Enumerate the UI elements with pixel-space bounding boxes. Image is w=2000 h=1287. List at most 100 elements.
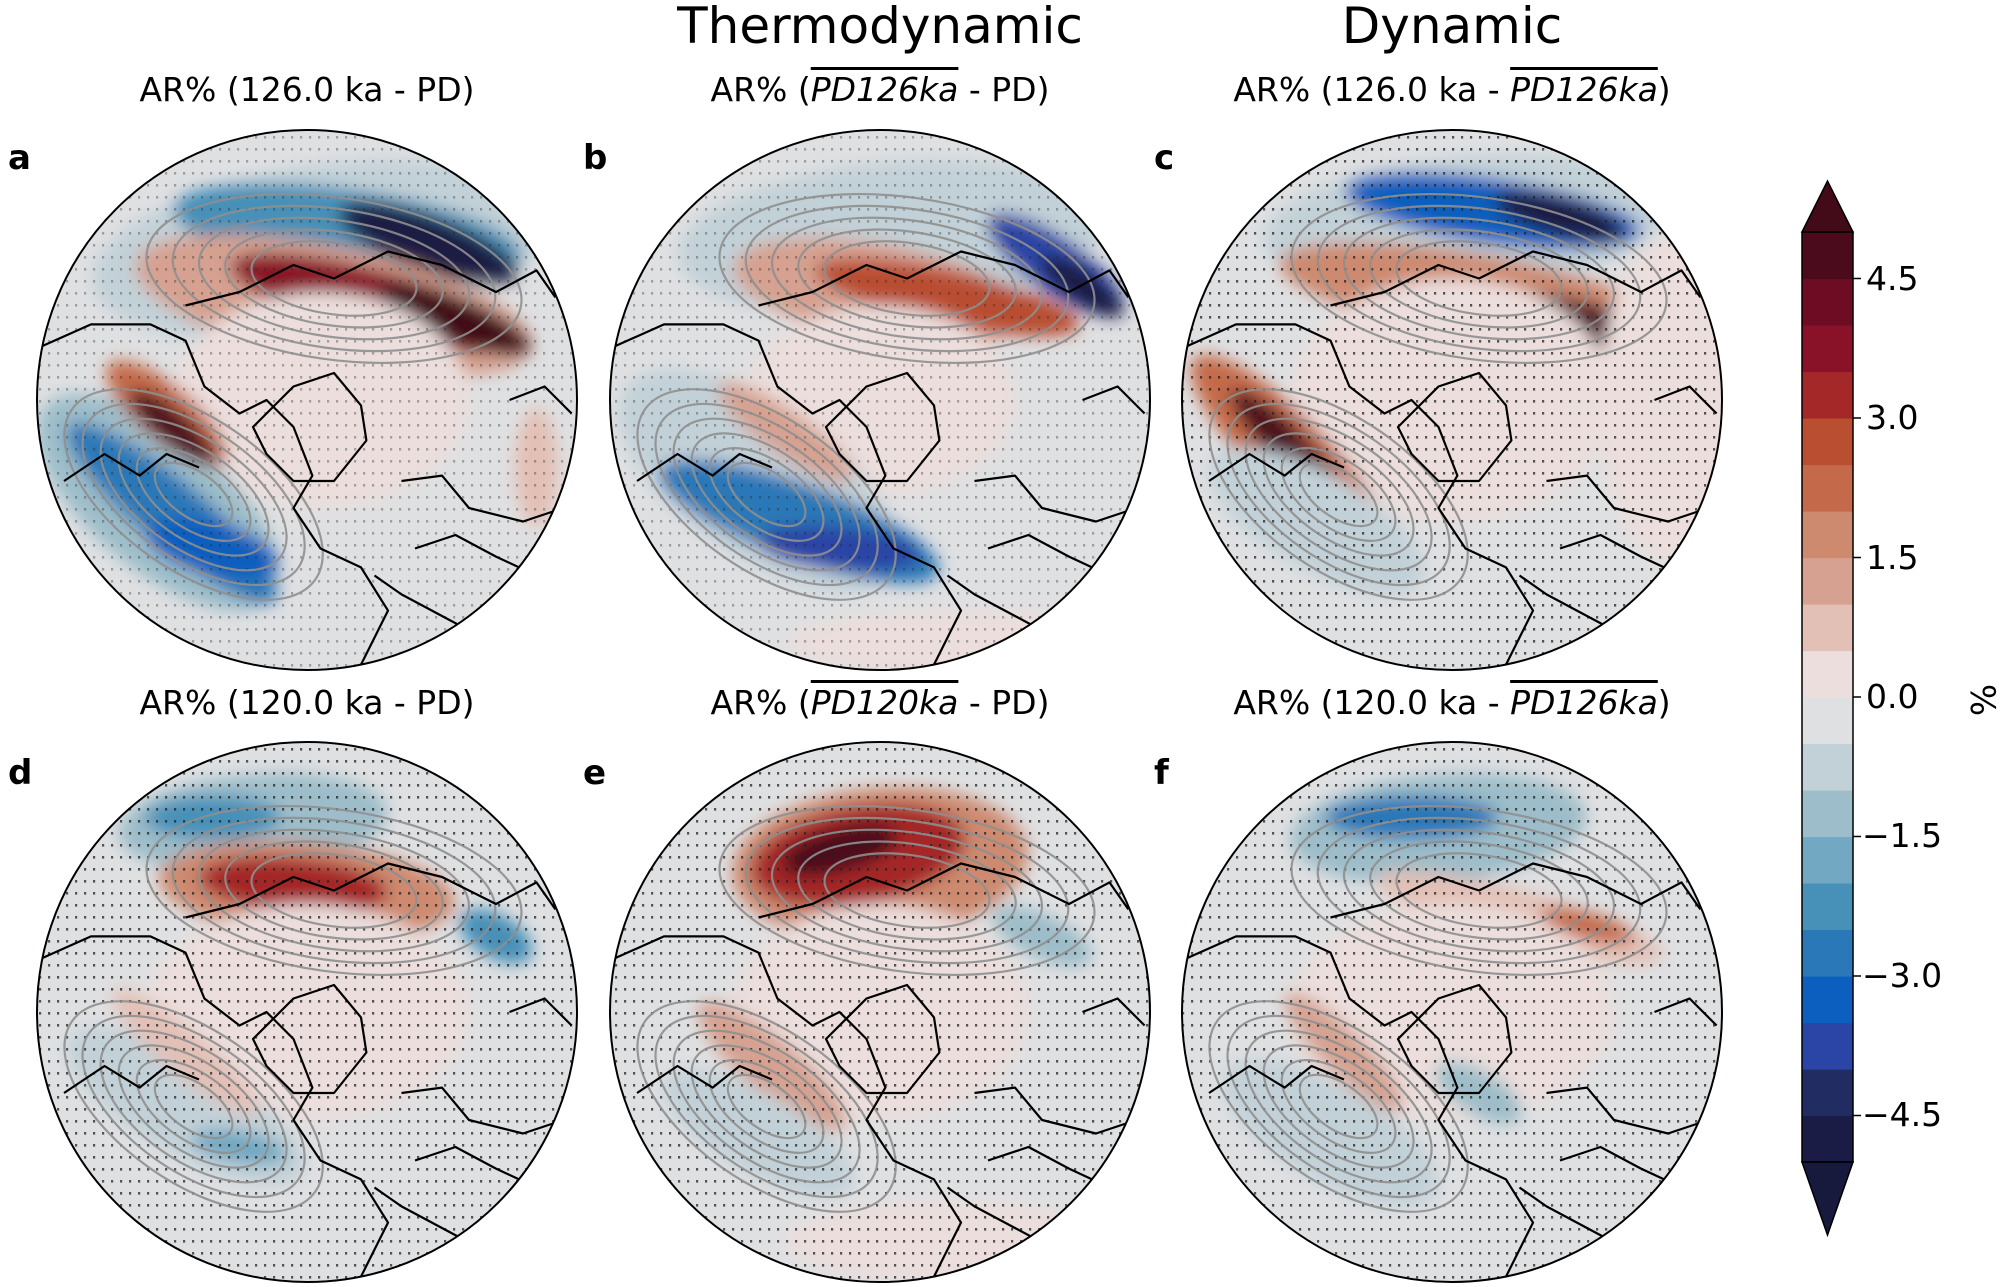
coastline (1082, 385, 1146, 415)
coastline (614, 323, 963, 666)
jet-contour (1280, 1059, 1397, 1154)
jet-contour (171, 816, 497, 965)
jet-contour (135, 447, 252, 542)
colorbar-band (1802, 929, 1853, 977)
jet-contour (708, 447, 825, 542)
jet-contour (823, 240, 991, 317)
colorbar-band (1802, 232, 1853, 280)
colorbar-tick-1.5: 1.5 (1866, 538, 1919, 577)
significance-stippling (1182, 130, 1722, 670)
panel-title-f: AR% (120.0 ka - PD126ka) (1152, 683, 1752, 723)
jet-contour (690, 432, 843, 557)
jet-contour (1290, 192, 1668, 365)
jet-contour (654, 402, 879, 587)
jet-contour (797, 840, 1017, 941)
colorbar-band (1802, 557, 1853, 605)
jet-contour (250, 240, 418, 317)
jet-contour (1316, 816, 1642, 965)
coastline (1208, 1064, 1345, 1094)
jet-contour (708, 1059, 825, 1154)
coastline (251, 983, 368, 1095)
coastline (824, 983, 941, 1095)
jet-contour (81, 402, 306, 587)
panel-title-d: AR% (120.0 ka - PD) (7, 683, 607, 723)
coastline (41, 935, 390, 1278)
map-field (610, 742, 1150, 1282)
panel-letter-c: c (1154, 138, 1175, 178)
jet-contour (1298, 1073, 1379, 1140)
colorbar-band (1802, 604, 1853, 652)
jet-contour (1369, 840, 1589, 941)
jet-contour (1226, 402, 1451, 587)
jet-contour (1290, 804, 1668, 977)
coastline (824, 371, 941, 483)
jet-contour (224, 228, 444, 329)
map-panel-e (609, 741, 1151, 1283)
coastline (974, 474, 1137, 523)
jet-contour (224, 840, 444, 941)
jet-contour (726, 1073, 807, 1140)
panel-title-a: AR% (126.0 ka - PD) (7, 70, 607, 110)
jet-contour (1298, 461, 1379, 528)
map-field (37, 130, 577, 670)
colorbar-unit-label: % (1962, 683, 2000, 717)
jet-contour (672, 1029, 861, 1184)
panel-title-e: AR% (PD120ka - PD) (580, 683, 1180, 723)
jet-contour (636, 388, 897, 601)
jet-contour (1262, 1044, 1415, 1169)
map-boundary-circle (609, 129, 1151, 671)
panel-title-b-pre: AR% ( (710, 70, 811, 109)
jet-contour (63, 1000, 324, 1213)
colorbar-band (1802, 836, 1853, 884)
coastline (509, 385, 573, 415)
panels-layer (36, 129, 1723, 1283)
coastline (614, 935, 963, 1278)
coastline (185, 862, 557, 919)
panel-title-f-pre: AR% (120.0 ka - (1233, 683, 1511, 722)
panel-letter-d: d (8, 753, 33, 793)
colorbar-tick-neg4.5: −4.5 (1862, 1095, 1943, 1134)
panel-title-b-overline: PD126ka (810, 70, 959, 109)
colorbar-band (1802, 790, 1853, 838)
jet-contour (744, 204, 1070, 353)
panel-title-f-post: ) (1657, 683, 1671, 722)
coastline (401, 474, 564, 523)
coastline (1396, 983, 1513, 1095)
map-panel-f (1181, 741, 1723, 1283)
map-boundary-circle (1181, 129, 1723, 671)
significance-stippling (610, 742, 1150, 1282)
jet-contour (654, 1014, 879, 1199)
colorbar-band (1802, 1022, 1853, 1070)
jet-contour (1226, 1014, 1451, 1199)
colorbar-tick-4.5: 4.5 (1866, 259, 1919, 298)
panel-title-b: AR% (PD126ka - PD) (580, 70, 1180, 110)
coastline (401, 1086, 564, 1135)
column-title-dynamic: Dynamic (1341, 0, 1563, 55)
jet-contour (1262, 432, 1415, 557)
jet-contour (1369, 228, 1589, 329)
coastline (185, 250, 557, 307)
jet-contour (197, 216, 471, 341)
jet-contour (1208, 1000, 1469, 1213)
jet-contour (117, 432, 270, 557)
significance-stippling (37, 130, 577, 670)
panel-letter-e: e (583, 753, 607, 793)
map-field (1182, 130, 1722, 670)
panel-title-d-text: AR% (120.0 ka - PD) (139, 683, 475, 722)
panel-title-e-post: - PD) (958, 683, 1050, 722)
coastline (987, 1145, 1110, 1189)
jet-contour (153, 461, 234, 528)
coastline (974, 1086, 1137, 1135)
map-field (1182, 742, 1722, 1282)
jet-contour (1342, 216, 1616, 341)
coastline (1654, 385, 1718, 415)
jet-contour (718, 192, 1096, 365)
jet-contour (718, 804, 1096, 977)
coastline (636, 1064, 773, 1094)
coastline (251, 371, 368, 483)
jet-contour (636, 1000, 897, 1213)
panel-title-c-pre: AR% (126.0 ka - (1233, 70, 1511, 109)
jet-contour (99, 1029, 288, 1184)
colorbar-band (1802, 743, 1853, 791)
colorbar-band (1802, 464, 1853, 512)
